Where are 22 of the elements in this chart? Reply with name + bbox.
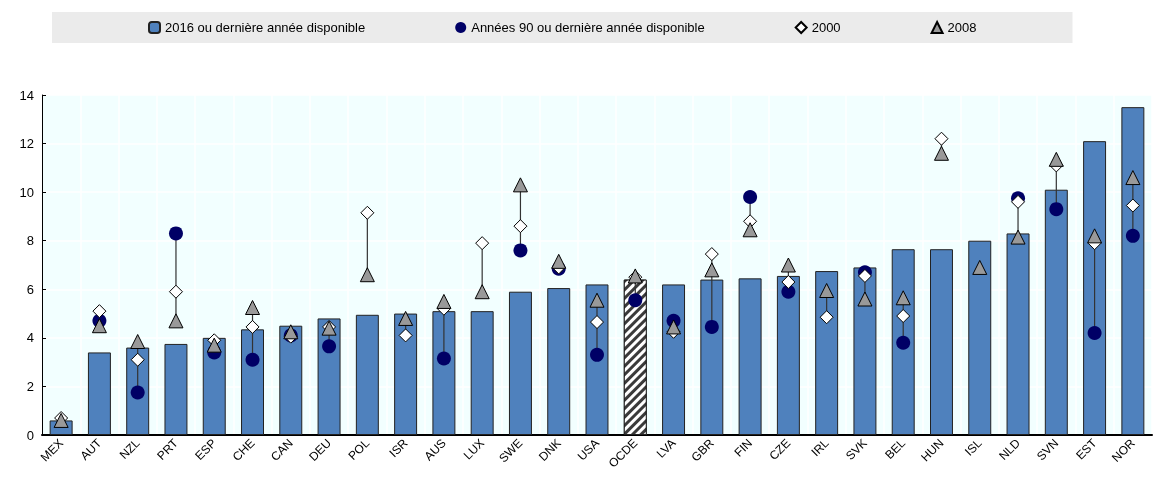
y-tick-label: 2	[26, 378, 34, 394]
x-tick-label: IRL	[808, 435, 832, 460]
x-tick-label: ISR	[386, 435, 411, 461]
y-tick-label: 4	[26, 330, 34, 346]
legend-label: 2000	[811, 20, 841, 35]
y-tick-label: 6	[26, 281, 34, 297]
x-tick-label: POL	[345, 435, 373, 463]
x-tick-label: NLD	[996, 435, 1024, 463]
legend-label: 2016 ou dernière année disponible	[165, 20, 366, 35]
y-tick-label: 0	[26, 427, 34, 443]
x-tick-label: USA	[574, 436, 602, 464]
y-tick-label: 12	[19, 136, 34, 152]
x-tick-label: FIN	[731, 436, 756, 460]
x-tick-label: LVA	[653, 436, 679, 461]
legend-label: Années 90 ou dernière année disponible	[471, 20, 705, 35]
legend-label: 2008	[947, 20, 977, 35]
x-tick-label: ISL	[962, 435, 985, 459]
x-tick-label: BEL	[882, 435, 909, 462]
y-tick-label: 8	[26, 233, 34, 249]
y-tick-label: 10	[19, 184, 34, 200]
x-tick-label: NZL	[116, 435, 143, 462]
y-tick-label: 14	[19, 87, 34, 103]
